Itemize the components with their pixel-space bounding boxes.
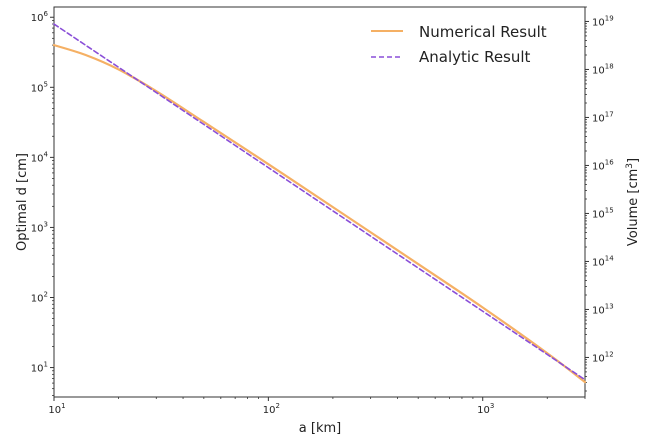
x-tick-label-0-exp: 1 <box>61 402 65 410</box>
y-right-tick-label-3-base: 10 <box>592 209 605 220</box>
y-left-tick-label-1-exp: 2 <box>44 290 48 298</box>
y-axis-right-label-sup: 3 <box>625 163 635 169</box>
y-left-tick-label-3-exp: 4 <box>44 150 49 158</box>
y-left-tick-label-3-base: 10 <box>31 153 44 164</box>
y-left-tick-label-0-exp: 1 <box>44 361 48 369</box>
y-left-tick-label-5-base: 10 <box>31 13 44 24</box>
y-right-tick-label-5-base: 10 <box>592 113 605 124</box>
y-right-tick-label-6-base: 10 <box>592 65 605 76</box>
x-axis-ticks: 101 102 103 <box>48 397 586 416</box>
y-axis-right-label-close: ] <box>626 158 641 163</box>
legend-label-numerical: Numerical Result <box>419 23 547 41</box>
y-right-tick-label-1-base: 10 <box>592 305 605 316</box>
y-left-tick-label-1: 102 <box>31 290 48 304</box>
y-right-tick-label-2: 1014 <box>592 254 614 268</box>
y-right-tick-label-1-exp: 13 <box>605 302 614 310</box>
y-right-tick-label-0-exp: 12 <box>605 350 614 358</box>
y-right-tick-label-1: 1013 <box>592 302 614 316</box>
y-right-tick-label-4-exp: 16 <box>605 158 614 166</box>
y-right-tick-label-4: 1016 <box>592 158 614 172</box>
series-line-1 <box>53 23 586 381</box>
y-right-tick-label-2-exp: 14 <box>605 254 614 262</box>
y-left-tick-label-4-exp: 5 <box>44 80 48 88</box>
x-tick-label-2-exp: 3 <box>490 402 494 410</box>
x-tick-label-2: 103 <box>477 402 494 416</box>
y-right-tick-label-4-base: 10 <box>592 161 605 172</box>
legend: Numerical Result Analytic Result <box>371 23 547 66</box>
x-tick-label-0-base: 10 <box>48 405 61 416</box>
y-left-tick-label-5-exp: 6 <box>44 10 49 18</box>
y-right-tick-label-5-exp: 17 <box>605 110 614 118</box>
y-right-tick-label-6-exp: 18 <box>605 62 614 70</box>
y-left-tick-label-0-base: 10 <box>31 364 44 375</box>
x-tick-label-1-exp: 2 <box>275 402 279 410</box>
x-tick-label-2-base: 10 <box>477 405 490 416</box>
y-right-tick-label-3: 1015 <box>592 206 614 220</box>
y-left-tick-label-2: 103 <box>31 220 48 234</box>
x-tick-label-0: 101 <box>48 402 65 416</box>
y-right-tick-label-0: 1012 <box>592 350 614 364</box>
y-axis-right-label-main: Volume [cm <box>626 169 641 246</box>
series-line-0 <box>52 44 587 384</box>
y-right-tick-label-7: 1019 <box>592 14 614 28</box>
y-left-tick-label-3: 104 <box>31 150 49 164</box>
x-tick-label-1-base: 10 <box>263 405 276 416</box>
y-right-tick-label-2-base: 10 <box>592 257 605 268</box>
y-left-tick-label-4-base: 10 <box>31 83 44 94</box>
y-right-tick-label-5: 1017 <box>592 110 614 124</box>
y-left-tick-label-1-base: 10 <box>31 293 44 304</box>
series-group <box>52 23 587 384</box>
y-right-tick-label-3-exp: 15 <box>605 206 614 214</box>
y-left-tick-label-5: 106 <box>31 10 49 24</box>
y-axis-right-label: Volume [cm3] <box>625 158 641 246</box>
x-axis-label: a [km] <box>299 421 341 436</box>
y-axis-left-label: Optimal d [cm] <box>15 153 30 251</box>
y-right-tick-label-0-base: 10 <box>592 353 605 364</box>
y-left-tick-label-4: 105 <box>31 80 48 94</box>
y-right-tick-label-6: 1018 <box>592 62 614 76</box>
y-left-tick-label-0: 101 <box>31 361 48 375</box>
y-left-tick-label-2-exp: 3 <box>44 220 48 228</box>
y-left-tick-label-2-base: 10 <box>31 223 44 234</box>
y-right-tick-label-7-exp: 19 <box>605 14 614 22</box>
x-tick-label-1: 102 <box>263 402 280 416</box>
y-right-tick-label-7-base: 10 <box>592 17 605 28</box>
legend-label-analytic: Analytic Result <box>419 48 531 66</box>
